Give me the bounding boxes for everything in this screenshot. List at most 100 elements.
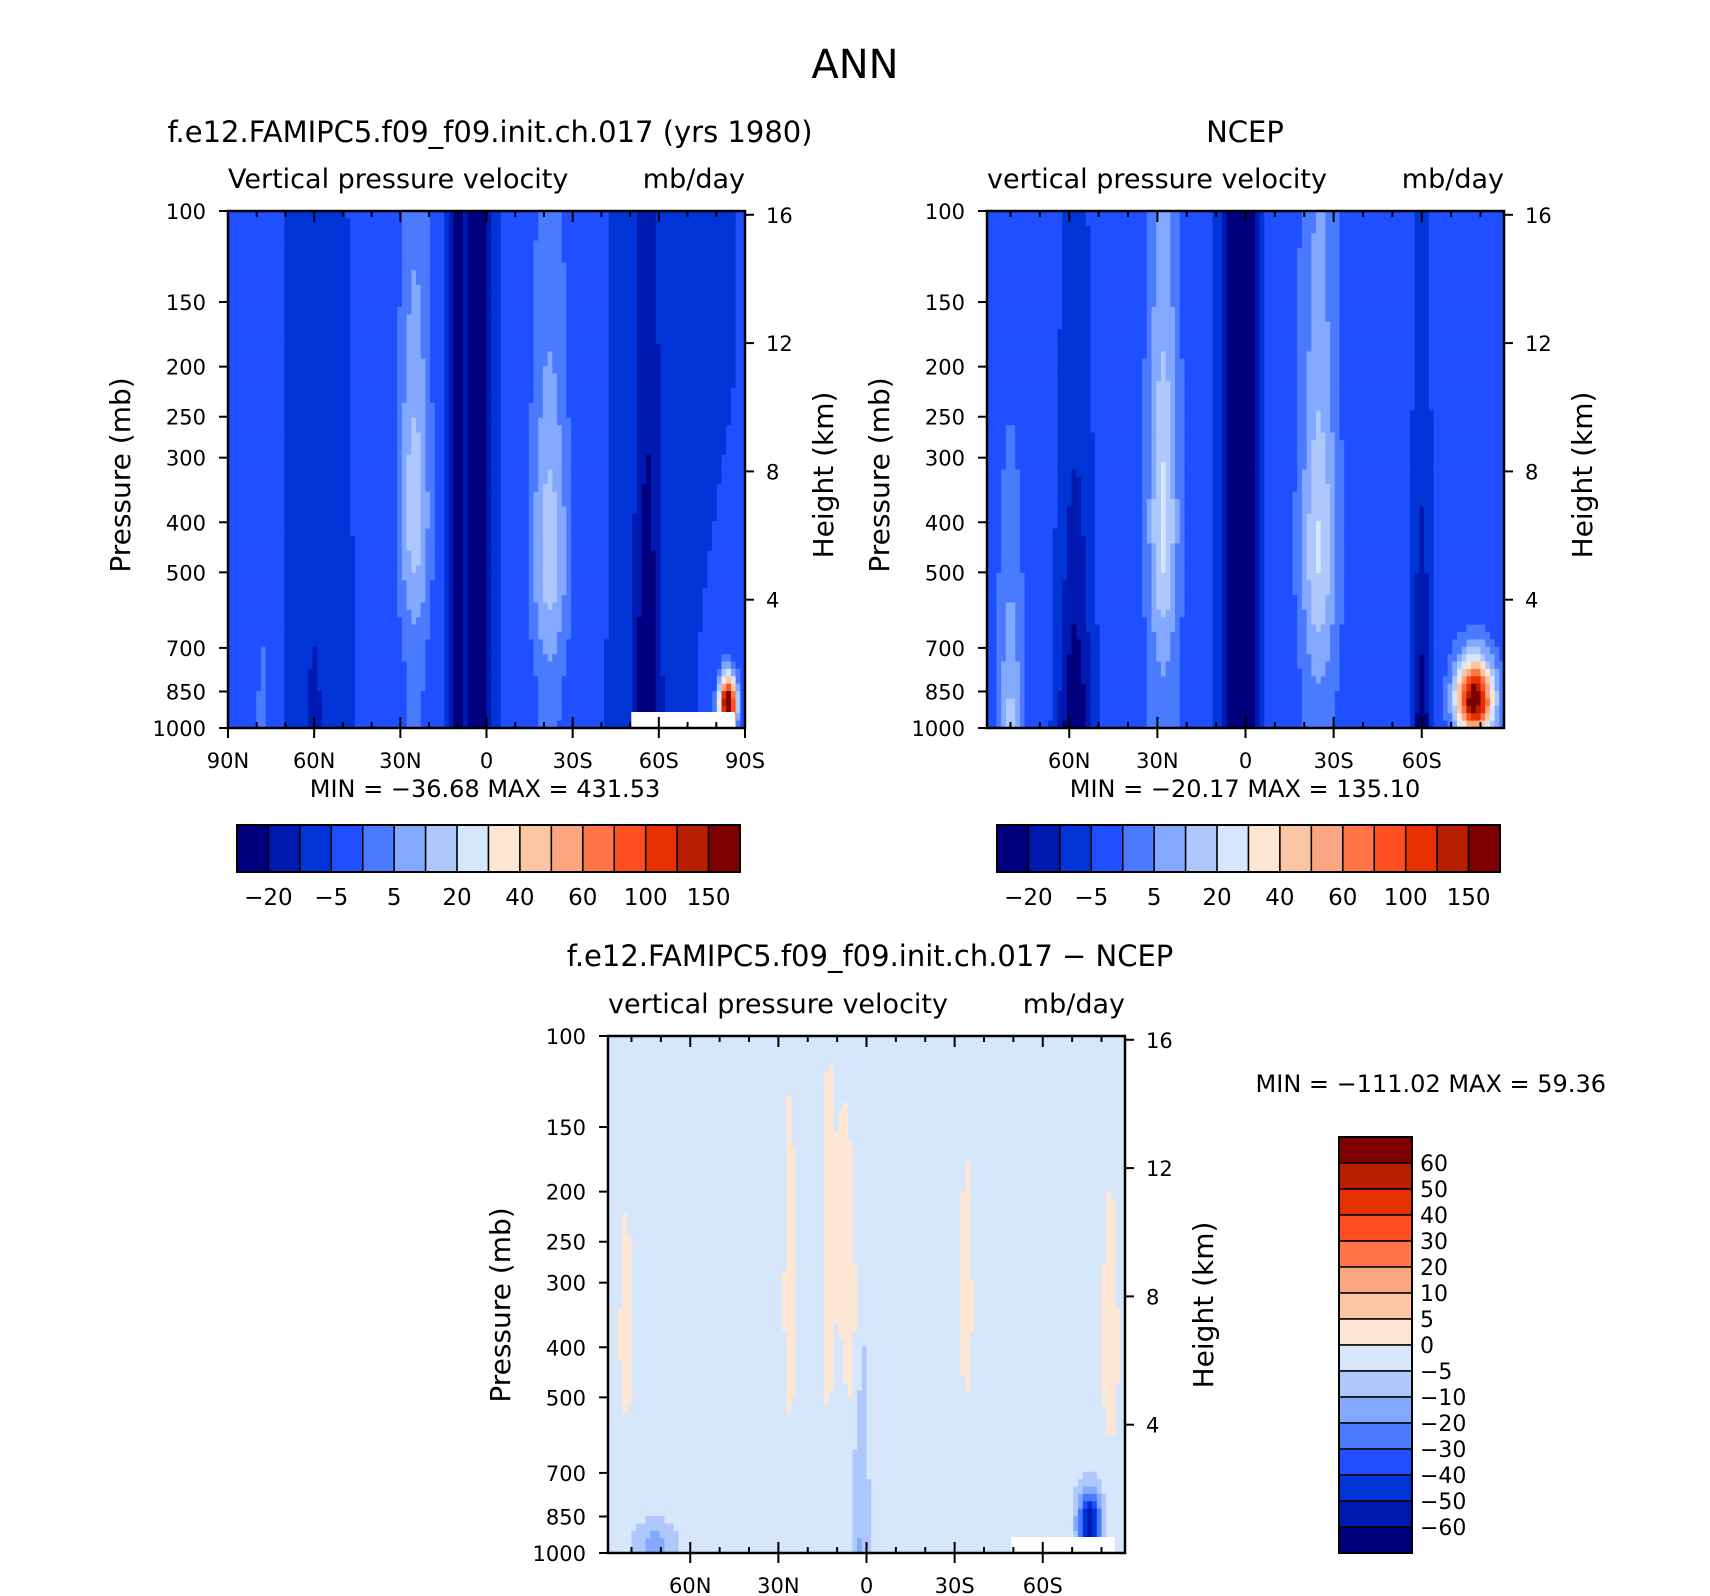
- x-tick-label: 60S: [1023, 1574, 1063, 1596]
- panel-diff-title: f.e12.FAMIPC5.f09_f09.init.ch.017 − NCEP: [567, 939, 1174, 973]
- x-tick-label: 60N: [293, 749, 335, 773]
- y-tick-label: 300: [925, 447, 965, 471]
- y2-tick-label: 16: [1146, 1029, 1173, 1053]
- colorbar-box: [1338, 1162, 1413, 1190]
- panel-model-field: [228, 211, 746, 729]
- y-tick-label: 1000: [533, 1542, 586, 1566]
- panel-model-y2label: Height (km): [807, 392, 840, 559]
- y-tick-label: 850: [925, 681, 965, 705]
- panel-ncep-field: [987, 211, 1505, 729]
- panel-diff-stats: MIN = −111.02 MAX = 59.36: [1256, 1070, 1606, 1098]
- colorbar-box: [1338, 1136, 1413, 1164]
- colorbar-label: 30: [1420, 1230, 1448, 1255]
- y-tick-label: 150: [546, 1116, 586, 1140]
- x-tick-label: 30N: [1136, 749, 1178, 773]
- colorbar-box: [1122, 824, 1155, 873]
- colorbar-box: [644, 824, 678, 873]
- panel-model-title: f.e12.FAMIPC5.f09_f09.init.ch.017 (yrs 1…: [167, 115, 812, 149]
- y-tick-label: 400: [925, 511, 965, 535]
- y-tick-label: 100: [546, 1025, 586, 1049]
- panel-diff-units: mb/day: [1023, 989, 1125, 1020]
- colorbar-box: [1279, 824, 1313, 873]
- y-tick-label: 100: [925, 200, 965, 224]
- y2-tick-label: 12: [1146, 1157, 1173, 1181]
- colorbar-label: 10: [1420, 1282, 1448, 1307]
- colorbar-label: 60: [1328, 885, 1357, 911]
- colorbar-box: [1338, 1448, 1413, 1476]
- colorbar-box: [1373, 824, 1407, 873]
- colorbar-box: [1247, 824, 1281, 873]
- colorbar-label: −30: [1420, 1438, 1466, 1463]
- y2-tick-label: 8: [1146, 1285, 1159, 1309]
- panel-model-ylabel: Pressure (mb): [104, 377, 137, 572]
- y2-tick-label: 12: [1525, 332, 1552, 356]
- colorbar-box: [1338, 1344, 1413, 1372]
- y2-tick-label: 4: [766, 589, 779, 613]
- y-tick-label: 250: [925, 406, 965, 430]
- y-tick-label: 700: [166, 637, 206, 661]
- panel-model-axes: 100 150 200 250 300 400 500 700 850 1000 16 12 8 4 90N…: [153, 200, 793, 773]
- colorbar-label: −60: [1420, 1516, 1466, 1541]
- colorbar-label: 100: [624, 885, 668, 911]
- colorbar-box: [1216, 824, 1250, 873]
- panel-model-units: mb/day: [643, 164, 745, 195]
- colorbar-label: 40: [505, 885, 534, 911]
- panel-ncep-axes: 100 150 200 250 300 400 500 700 850 1000 16 12 8 4 60N…: [912, 200, 1552, 773]
- colorbar-label: 150: [687, 885, 731, 911]
- panel-model-subtitle: Vertical pressure velocity: [228, 164, 568, 195]
- y2-tick-label: 16: [1525, 204, 1552, 228]
- panel-diff-field: [608, 1036, 1126, 1554]
- x-tick-label: 60S: [1402, 749, 1442, 773]
- x-tick-label: 0: [480, 749, 493, 773]
- x-tick-label: 60S: [639, 749, 679, 773]
- y-tick-label: 500: [166, 561, 206, 585]
- colorbar-label: −10: [1420, 1386, 1466, 1411]
- colorbar-box: [393, 824, 427, 873]
- y-tick-label: 150: [925, 291, 965, 315]
- panel-model: f.e12.FAMIPC5.f09_f09.init.ch.017 (yrs 1…: [104, 115, 840, 911]
- colorbar-box: [519, 824, 553, 873]
- x-tick-label: 30N: [757, 1574, 799, 1596]
- colorbar-box: [1404, 824, 1438, 873]
- y-tick-label: 1000: [153, 717, 206, 741]
- colorbar-box: [236, 824, 270, 873]
- y2-tick-label: 8: [1525, 460, 1538, 484]
- colorbar-box: [582, 824, 615, 873]
- colorbar-label: 5: [1147, 885, 1162, 911]
- panel-diff-ylabel: Pressure (mb): [484, 1207, 517, 1402]
- panel-ncep: NCEP vertical pressure velocity mb/day 1…: [863, 115, 1599, 911]
- main-title: ANN: [811, 42, 898, 88]
- colorbar-label: −40: [1420, 1464, 1466, 1489]
- colorbar-box: [1338, 1240, 1413, 1268]
- panel-ncep-title: NCEP: [1206, 115, 1284, 149]
- x-tick-label: 60N: [1048, 749, 1090, 773]
- colorbar-box: [1338, 1266, 1413, 1294]
- colorbar-box: [1059, 824, 1093, 873]
- y-tick-label: 850: [166, 681, 206, 705]
- y2-tick-label: 16: [766, 204, 793, 228]
- panel-ncep-colorbar: −20 −5 5 20 40 60 100 150: [996, 824, 1501, 911]
- y-tick-label: 700: [546, 1462, 586, 1486]
- colorbar-label: −20: [244, 885, 293, 911]
- y-tick-label: 100: [166, 200, 206, 224]
- y-tick-label: 200: [546, 1181, 586, 1205]
- y-tick-label: 150: [166, 291, 206, 315]
- x-tick-label: 90N: [207, 749, 249, 773]
- y2-tick-label: 4: [1146, 1414, 1159, 1438]
- panel-diff-axes: 100 150 200 250 300 400 500 700 850 1000 16 12 8 4 60N…: [533, 1025, 1173, 1596]
- panel-model-stats: MIN = −36.68 MAX = 431.53: [310, 775, 660, 803]
- colorbar-label: 5: [1420, 1308, 1434, 1333]
- colorbar-label: 50: [1420, 1178, 1448, 1203]
- colorbar-label: 20: [1202, 885, 1231, 911]
- colorbar-box: [613, 824, 647, 873]
- colorbar-label: 40: [1420, 1204, 1448, 1229]
- colorbar-label: 100: [1384, 885, 1428, 911]
- y-tick-label: 200: [925, 356, 965, 380]
- x-tick-label: 30S: [935, 1574, 975, 1596]
- colorbar-box: [330, 824, 364, 873]
- colorbar-box: [424, 824, 458, 873]
- x-tick-label: 0: [860, 1574, 873, 1596]
- colorbar-label: 20: [442, 885, 471, 911]
